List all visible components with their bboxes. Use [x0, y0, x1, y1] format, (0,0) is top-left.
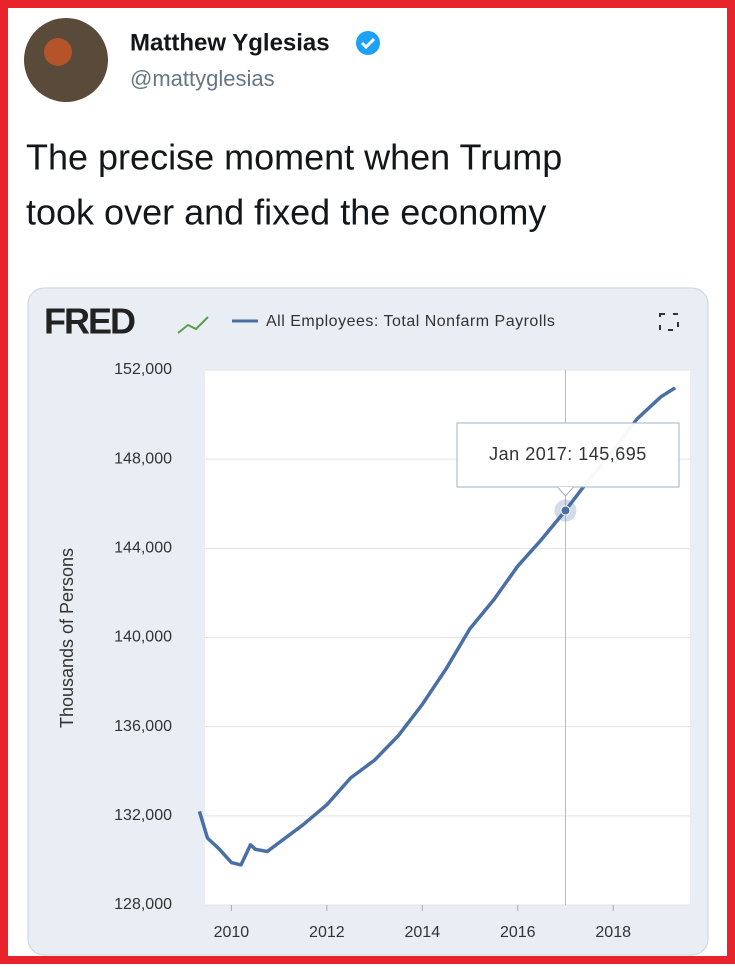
y-tick-label: 128,000	[114, 896, 172, 913]
x-tick-label: 2014	[405, 924, 441, 941]
tweet-text: The precise moment when Trump	[26, 137, 562, 178]
tooltip-box	[456, 422, 680, 488]
fullscreen-button[interactable]	[659, 313, 679, 331]
avatar-detail	[44, 38, 72, 66]
author-name[interactable]: Matthew Yglesias	[130, 29, 330, 56]
y-tick-label: 144,000	[114, 540, 172, 557]
x-tick-label: 2012	[309, 924, 345, 941]
logo-icon	[177, 316, 209, 334]
verified-check	[360, 37, 376, 50]
y-tick-label: 140,000	[114, 629, 172, 646]
y-tick-label: 152,000	[114, 361, 172, 378]
y-tick-label: 136,000	[114, 718, 172, 735]
y-axis-label: Thousands of Persons	[57, 548, 77, 728]
author-handle[interactable]: @mattyglesias	[130, 66, 275, 91]
highlight-point	[560, 505, 571, 516]
x-tick-label: 2016	[500, 924, 536, 941]
tooltip-text: Jan 2017: 145,695	[489, 444, 647, 464]
legend-label: All Employees: Total Nonfarm Payrolls	[266, 313, 555, 330]
y-tick-label: 132,000	[114, 807, 172, 824]
logo: FRED	[44, 301, 135, 342]
tooltip-pointer	[557, 486, 574, 497]
y-tick-label: 148,000	[114, 450, 172, 467]
x-tick-label: 2018	[595, 924, 631, 941]
x-tick-label: 2010	[214, 924, 250, 941]
tweet-text: took over and fixed the economy	[26, 192, 546, 233]
